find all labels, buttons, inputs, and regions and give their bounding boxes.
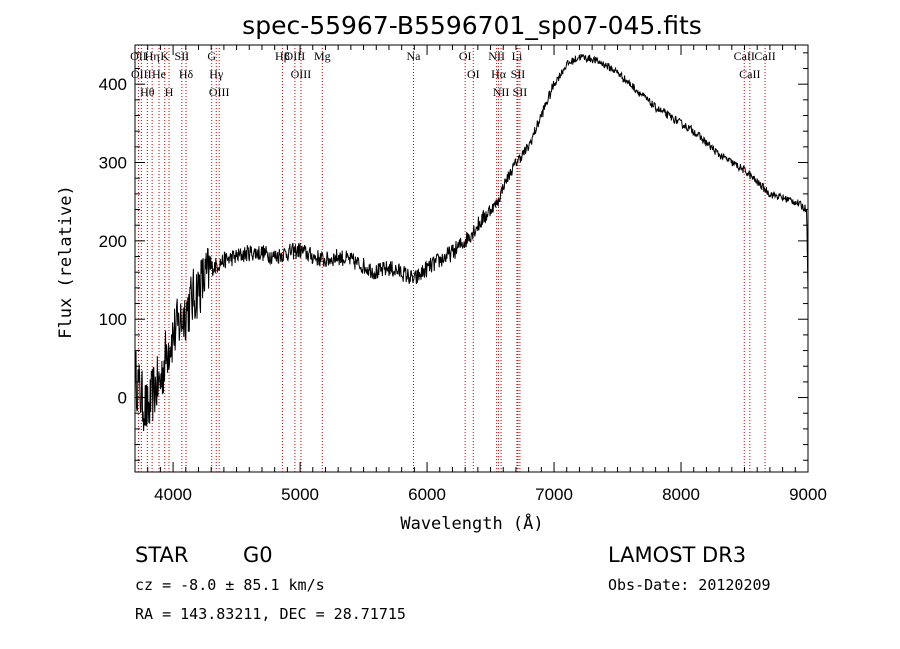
y-tick-label: 200: [99, 232, 127, 251]
x-tick-label: 7000: [535, 485, 573, 504]
spectrum-series: [134, 53, 809, 432]
y-tick-label: 100: [99, 310, 127, 329]
obs-date-text: Obs-Date: 20120209: [608, 576, 771, 594]
x-tick-label: 8000: [662, 485, 700, 504]
spectral-line-label: OII: [130, 49, 147, 63]
y-tick-label: 0: [118, 389, 127, 408]
x-tick-label: 5000: [281, 485, 319, 504]
x-tick-label: 6000: [408, 485, 446, 504]
survey-name: LAMOST DR3: [608, 543, 746, 567]
spectral-line-label: CaII: [739, 67, 760, 81]
spectral-line-label: Na: [406, 49, 421, 63]
spectral-line-label: NII: [493, 85, 510, 99]
spectral-line-label: CaII: [754, 49, 775, 63]
spectral-line-label: CaII: [734, 49, 755, 63]
x-tick-label: 4000: [154, 485, 192, 504]
coordinates-text: RA = 143.83211, DEC = 28.71715: [135, 605, 406, 623]
redshift-text: cz = -8.0 ± 85.1 km/s: [135, 576, 325, 594]
y-axis-label: Flux (relative): [56, 185, 76, 339]
spectral-line-label: OI: [467, 67, 480, 81]
spectral-line-label: H: [165, 85, 174, 99]
object-class: STAR: [135, 543, 188, 567]
y-axis: 0 100 200 300 400: [99, 52, 808, 461]
plot-frame: [134, 44, 809, 473]
spectral-line-label: OIII: [291, 67, 312, 81]
spectral-line-label: SII: [175, 49, 190, 63]
spectral-line-label: NII: [488, 49, 505, 63]
spectral-line-label: Hγ: [209, 67, 224, 81]
spectral-line-label: Hθ: [140, 85, 155, 99]
y-tick-label: 300: [99, 154, 127, 173]
x-axis-label: Wavelength (Å): [400, 512, 543, 534]
spectrum-line: [134, 53, 809, 432]
chart-title: spec-55967-B5596701_sp07-045.fits: [242, 11, 702, 40]
spectral-line-label: OI: [459, 49, 472, 63]
spectral-line-label: He: [152, 67, 166, 81]
spectral-line-label: OIII: [131, 67, 152, 81]
spectral-line-label: Hδ: [179, 67, 194, 81]
spectral-line-label: Hη: [145, 49, 160, 63]
spectral-line-label: OIII: [285, 49, 306, 63]
spectral-line-label: Hβ: [275, 49, 290, 63]
spectral-line-label: Mg: [314, 49, 331, 63]
x-tick-label: 9000: [789, 485, 827, 504]
spectral-line-label: Li: [512, 49, 523, 63]
spectral-line-label: G: [207, 49, 216, 63]
spectral-line-label: Hα: [491, 67, 507, 81]
spectral-line-label: K: [160, 49, 169, 63]
spectral-line-label: OIII: [209, 85, 230, 99]
spectral-line-label: SII: [513, 85, 528, 99]
x-axis: 4000 5000 6000 7000 8000 9000: [134, 45, 827, 504]
object-subclass: G0: [243, 543, 273, 567]
spectral-line-label: SII: [511, 67, 526, 81]
y-tick-label: 400: [99, 75, 127, 94]
